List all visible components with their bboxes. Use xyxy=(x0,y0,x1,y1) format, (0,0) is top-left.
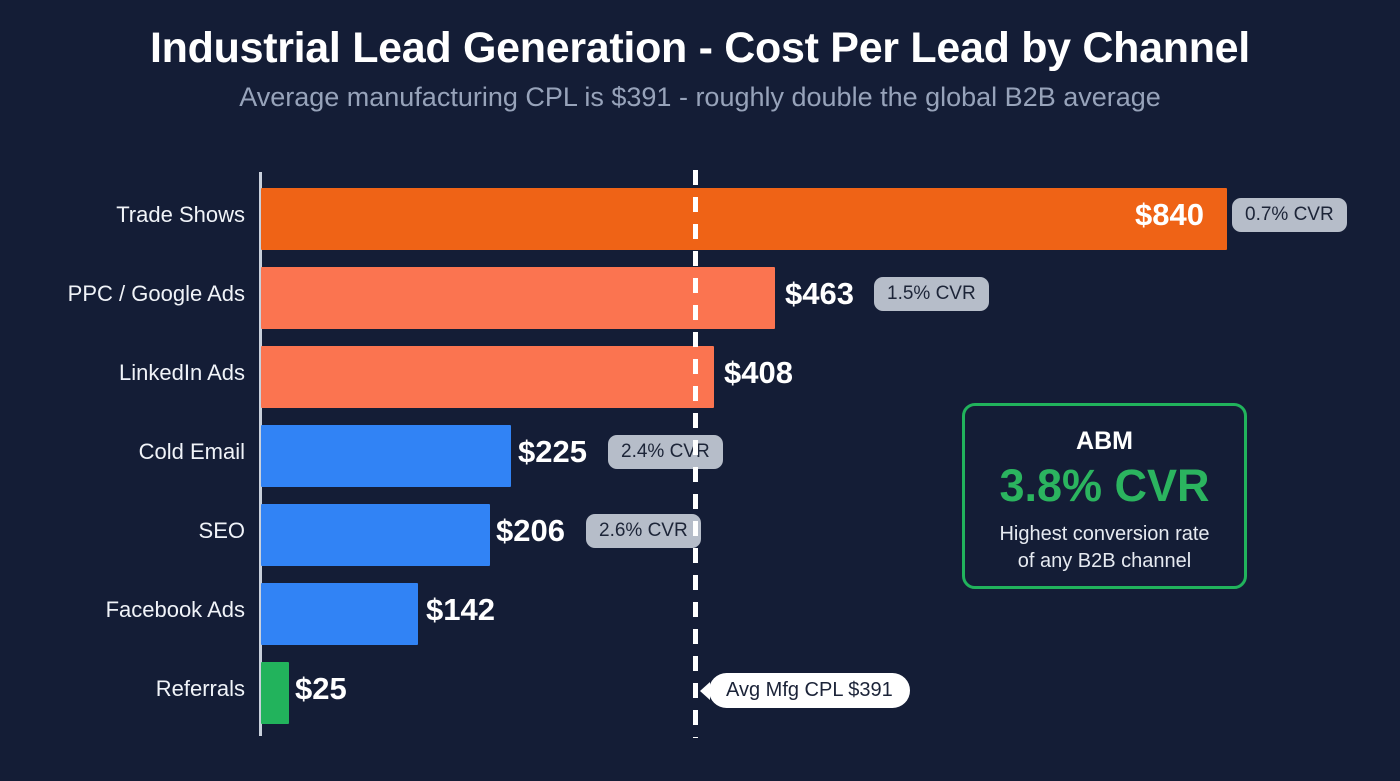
average-line-annotation-label: Avg Mfg CPL $391 xyxy=(726,679,893,701)
bar-value-label: $206 xyxy=(496,512,565,548)
bar-value-label: $225 xyxy=(518,433,587,469)
average-line-annotation: Avg Mfg CPL $391 xyxy=(709,673,910,708)
bar-value-label: $840 xyxy=(1135,196,1204,232)
chart-subtitle: Average manufacturing CPL is $391 - roug… xyxy=(239,82,1161,113)
category-label: Facebook Ads xyxy=(105,596,245,622)
bar-row: Facebook Ads $142 xyxy=(0,570,1400,649)
bar-value-label: $25 xyxy=(295,670,347,706)
callout-stat: 3.8% CVR xyxy=(999,460,1210,511)
cvr-badge: 1.5% CVR xyxy=(874,276,989,311)
bar-value-label: $408 xyxy=(724,354,793,390)
callout-title: ABM xyxy=(1076,427,1133,455)
bar-row: Trade Shows $840 0.7% CVR xyxy=(0,175,1400,254)
cvr-badge: 2.6% CVR xyxy=(586,513,701,548)
average-reference-line xyxy=(693,170,698,738)
cvr-badge: 0.7% CVR xyxy=(1232,197,1347,232)
bar xyxy=(261,425,511,487)
bar-value-label: $142 xyxy=(426,591,495,627)
category-label: PPC / Google Ads xyxy=(67,280,245,306)
bar-row: LinkedIn Ads $408 xyxy=(0,333,1400,412)
category-label: Referrals xyxy=(155,675,245,701)
bar xyxy=(261,267,775,329)
bar xyxy=(261,346,714,408)
chart-header: Industrial Lead Generation - Cost Per Le… xyxy=(0,0,1400,113)
y-axis-line xyxy=(259,172,262,736)
page-title: Industrial Lead Generation - Cost Per Le… xyxy=(150,24,1250,72)
bar-row: SEO $206 2.6% CVR xyxy=(0,491,1400,570)
category-label: SEO xyxy=(198,517,245,543)
bar xyxy=(261,188,1227,250)
category-label: Cold Email xyxy=(138,438,245,464)
abm-callout-box: ABM 3.8% CVR Highest conversion rate of … xyxy=(962,403,1247,589)
category-label: LinkedIn Ads xyxy=(119,359,245,385)
bar-row: Referrals $25 xyxy=(0,649,1400,728)
bar xyxy=(261,583,418,645)
bar-row: PPC / Google Ads $463 1.5% CVR xyxy=(0,254,1400,333)
cvr-badge: 2.4% CVR xyxy=(608,434,723,469)
bar-value-label: $463 xyxy=(785,275,854,311)
callout-description-line-2: of any B2B channel xyxy=(1017,549,1192,572)
category-label: Trade Shows xyxy=(116,201,245,227)
bar xyxy=(261,504,490,566)
callout-description-line-1: Highest conversion rate xyxy=(999,523,1210,546)
callout-description: Highest conversion rate of any B2B chann… xyxy=(965,514,1244,574)
bar-row: Cold Email $225 2.4% CVR xyxy=(0,412,1400,491)
bar xyxy=(261,662,289,724)
